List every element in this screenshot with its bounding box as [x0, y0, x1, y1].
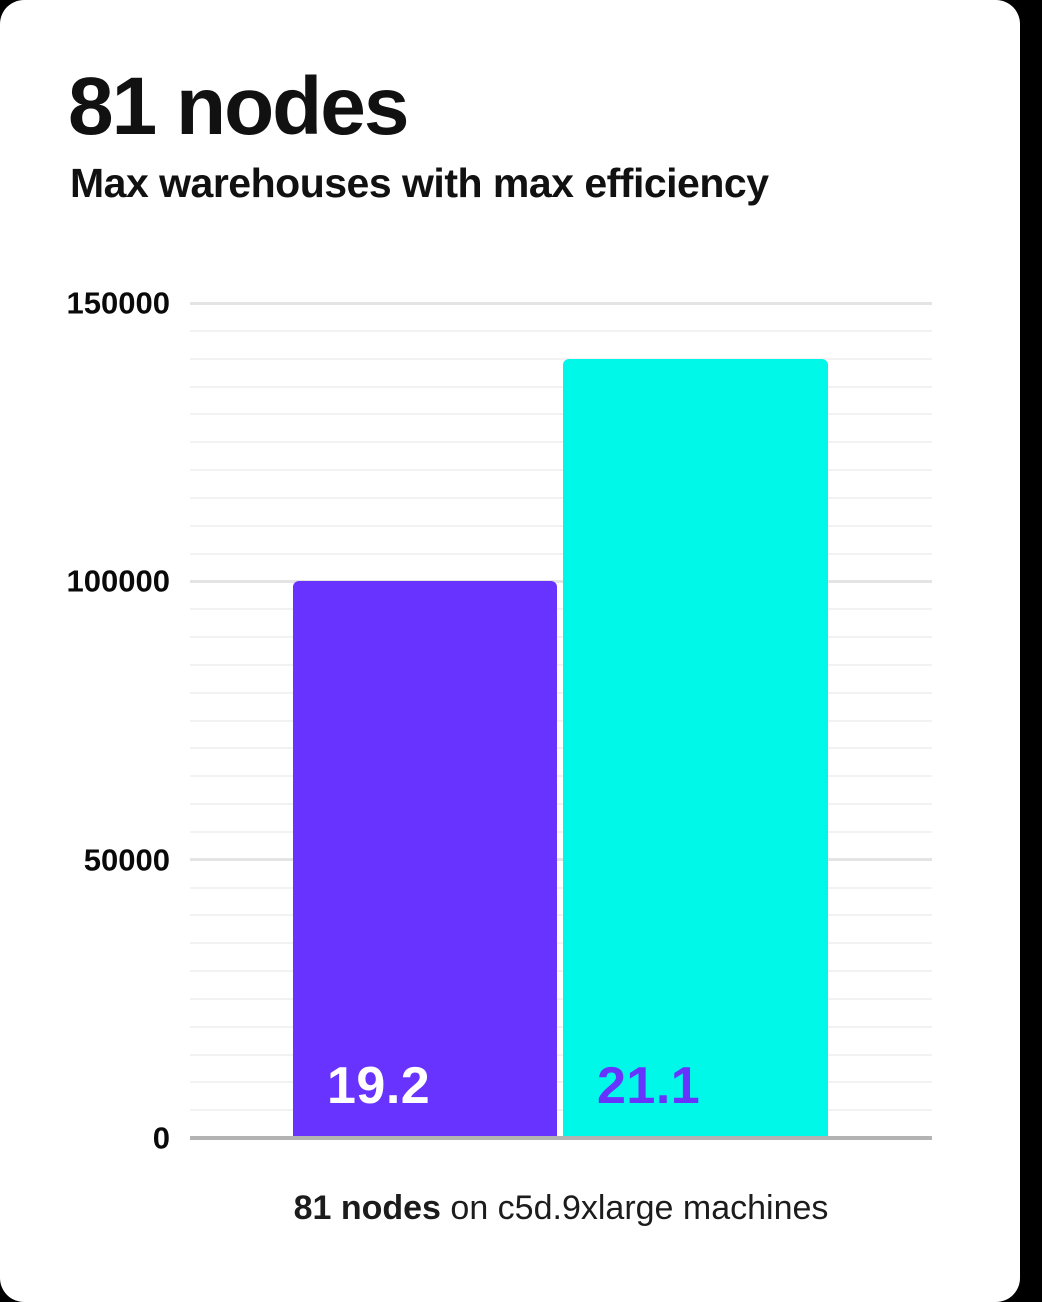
minor-gridline — [190, 970, 932, 972]
major-gridline — [190, 579, 932, 583]
minor-gridline — [190, 441, 932, 444]
minor-gridline — [190, 747, 932, 750]
minor-gridline — [190, 329, 932, 332]
bar-value-label-19.2: 19.2 — [327, 1057, 431, 1115]
y-tick-label-50000: 50000 — [83, 842, 170, 878]
minor-gridline — [190, 719, 932, 722]
minor-gridline — [190, 469, 932, 471]
minor-gridline — [190, 1025, 932, 1028]
bar-19.2: 19.2 — [293, 581, 557, 1138]
minor-gridline — [190, 830, 932, 833]
minor-gridline — [190, 636, 932, 638]
minor-gridline — [190, 803, 932, 805]
y-axis-labels: 0 50000 100000 150000 — [0, 288, 170, 1154]
bar-value-label-21.1: 21.1 — [597, 1057, 701, 1115]
minor-gridline — [190, 1053, 932, 1056]
minor-gridline — [190, 942, 932, 945]
major-gridline — [190, 858, 932, 862]
minor-gridline — [190, 886, 932, 889]
minor-gridline — [190, 552, 932, 555]
minor-gridline — [190, 608, 932, 611]
minor-gridline — [190, 663, 932, 666]
chart-card: 81 nodes Max warehouses with max efficie… — [0, 0, 1020, 1302]
y-tick-label-150000: 150000 — [66, 285, 170, 321]
major-gridline — [190, 301, 932, 305]
bar-21.1: 21.1 — [563, 358, 828, 1138]
caption-rest-text: on c5d.9xlarge machines — [440, 1189, 829, 1227]
minor-gridline — [190, 524, 932, 527]
minor-gridline — [190, 997, 932, 1000]
minor-gridline — [190, 1081, 932, 1084]
minor-gridline — [190, 385, 932, 388]
plot-area: 19.2 21.1 — [190, 301, 932, 1140]
chart-caption: 81 nodes on c5d.9xlarge machines — [190, 1188, 932, 1229]
y-tick-label-100000: 100000 — [66, 563, 170, 599]
minor-gridline — [190, 357, 932, 360]
chart-subtitle: Max warehouses with max efficiency — [70, 160, 769, 206]
chart-title: 81 nodes — [68, 61, 409, 152]
minor-gridline — [190, 496, 932, 499]
minor-gridline — [190, 914, 932, 917]
caption-bold-text: 81 nodes — [293, 1189, 441, 1227]
y-tick-label-0: 0 — [152, 1120, 170, 1156]
minor-gridline — [190, 691, 932, 694]
minor-gridline — [190, 775, 932, 778]
minor-gridline — [190, 1109, 932, 1112]
x-axis-baseline — [190, 1136, 932, 1140]
minor-gridline — [190, 413, 932, 416]
